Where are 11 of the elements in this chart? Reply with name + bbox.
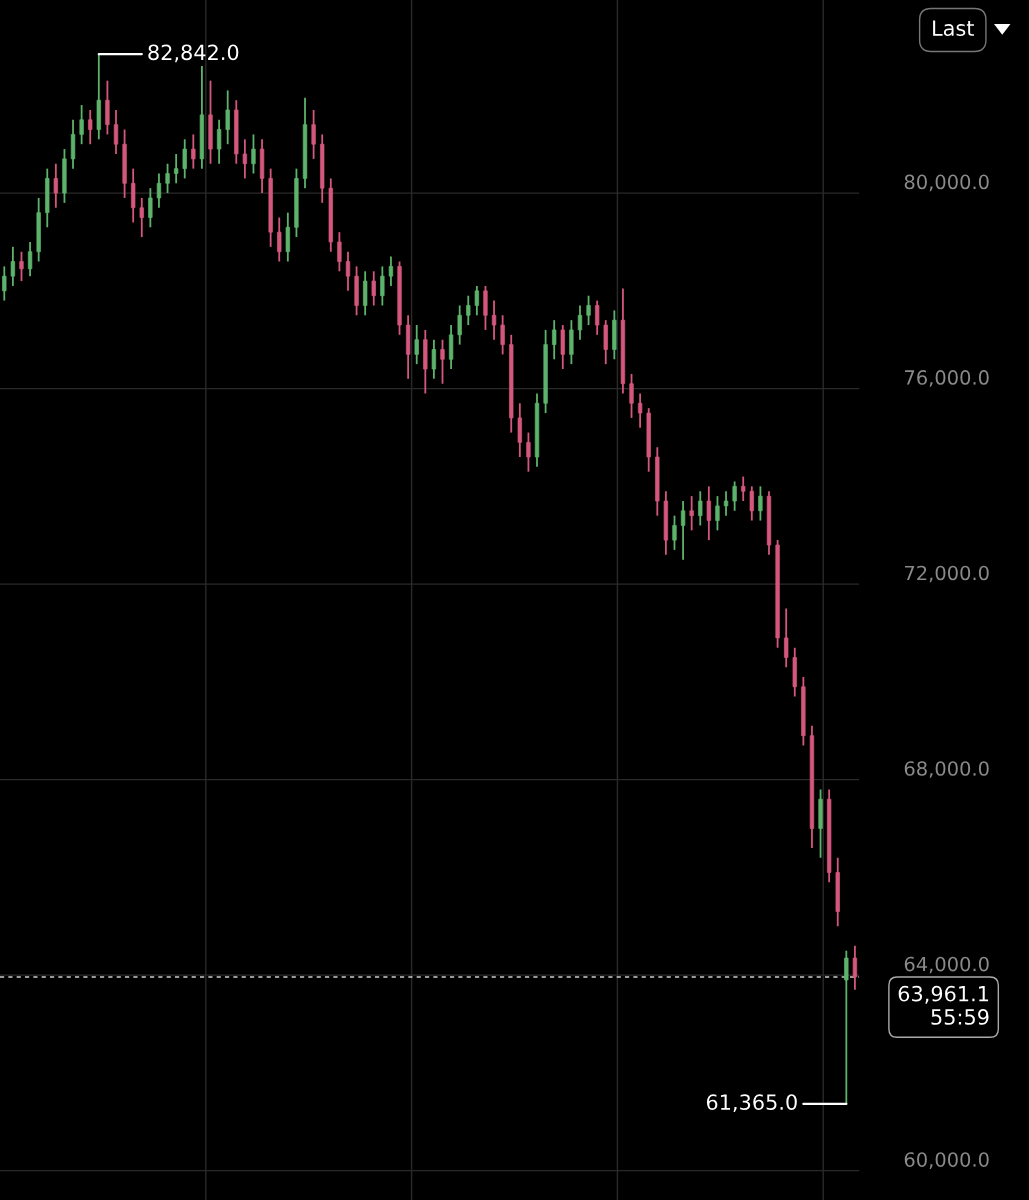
text: 55:59 <box>931 1009 989 1025</box>
y-tick-label: 64,000.0 <box>904 956 989 974</box>
ref-line-label: 63,961.1 <box>898 985 989 1004</box>
annotation: 82,842.0 <box>148 44 239 63</box>
y-tick-label: 68,000.0 <box>904 761 989 778</box>
text: Last <box>933 20 974 37</box>
y-tick-label: 76,000.0 <box>905 370 989 387</box>
y-tick-label: 60,000.0 <box>904 1152 989 1169</box>
y-tick-label: 80,000.0 <box>904 174 989 192</box>
y-tick-label: 72,000.0 <box>905 565 989 583</box>
annotation: 61,365.0 <box>706 1094 797 1113</box>
